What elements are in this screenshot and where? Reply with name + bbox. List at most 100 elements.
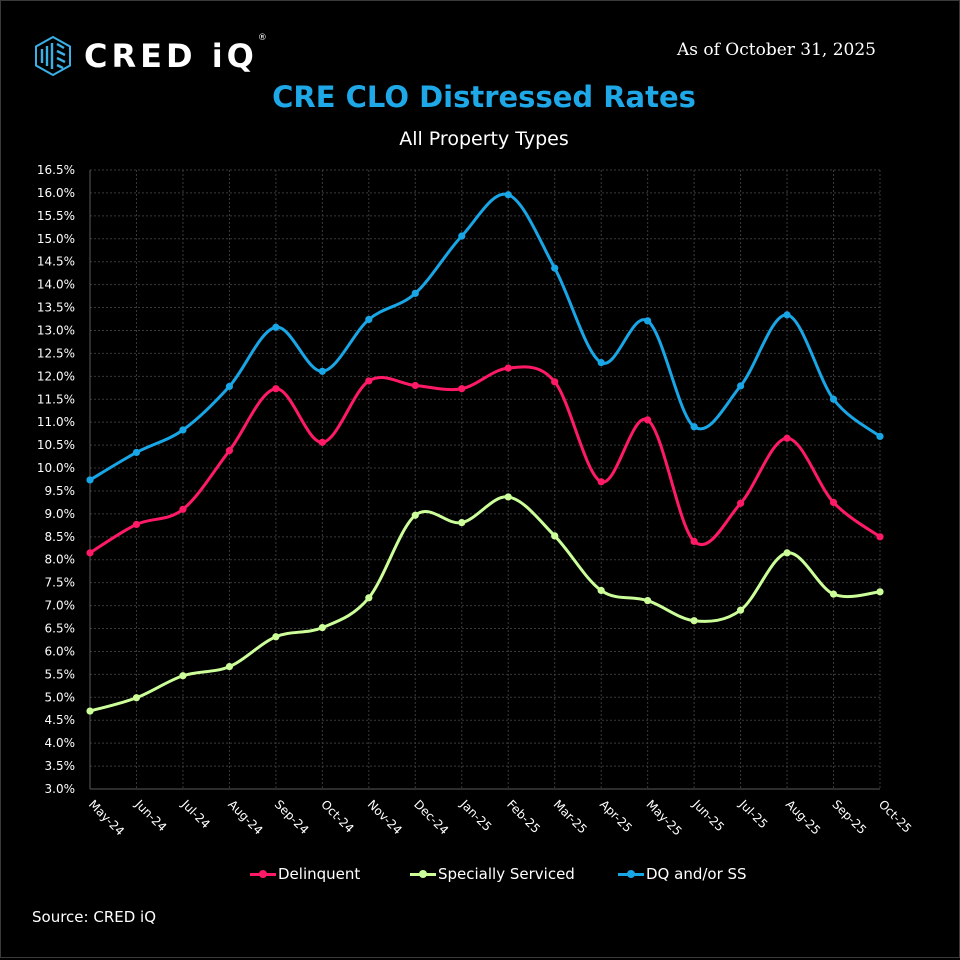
y-tick-label: 13.5% xyxy=(37,301,75,315)
y-tick-label: 5.0% xyxy=(45,690,76,704)
data-point-specially-serviced xyxy=(365,594,373,602)
data-point-delinquent xyxy=(551,378,559,386)
data-point-dq-and-or-ss xyxy=(551,264,559,272)
data-point-delinquent xyxy=(132,520,141,529)
y-tick-label: 4.0% xyxy=(45,736,76,750)
x-tick-label: Nov-24 xyxy=(365,797,405,837)
data-point-dq-and-or-ss xyxy=(458,232,466,240)
data-point-specially-serviced xyxy=(597,586,605,595)
y-tick-label: 8.0% xyxy=(45,553,76,567)
chart-legend: Delinquent Specially Serviced DQ and/or SS xyxy=(0,865,960,885)
data-point-dq-and-or-ss xyxy=(783,311,791,319)
data-point-delinquent xyxy=(783,434,791,442)
y-tick-label: 6.0% xyxy=(45,644,76,658)
series-line-dq-and-or-ss xyxy=(89,192,881,482)
source-note: Source: CRED iQ xyxy=(32,908,157,926)
line-chart: 3.0% 3.5% 4.0% 4.5% 5.0% 5.5% 6.0% 6.5% 7.0% 7.5%… xyxy=(37,163,914,838)
legend-label: DQ and/or SS xyxy=(646,865,747,883)
data-point-specially-serviced xyxy=(876,588,884,596)
data-point-dq-and-or-ss xyxy=(318,367,326,375)
data-point-delinquent xyxy=(597,478,605,486)
y-tick-label: 12.0% xyxy=(37,369,75,383)
data-point-delinquent xyxy=(318,438,326,446)
data-point-dq-and-or-ss xyxy=(411,289,419,297)
data-point-specially-serviced xyxy=(551,532,559,540)
y-tick-label: 11.0% xyxy=(37,415,75,429)
x-tick-label: Jul-25 xyxy=(736,797,771,832)
x-tick-label: May-24 xyxy=(86,797,127,838)
data-point-specially-serviced xyxy=(272,633,280,641)
x-tick-label: Mar-25 xyxy=(551,797,590,836)
data-point-delinquent xyxy=(225,447,234,455)
x-tick-label: Apr-25 xyxy=(597,797,635,835)
x-tick-label: May-25 xyxy=(644,797,685,838)
data-point-specially-serviced xyxy=(318,624,326,632)
data-point-specially-serviced xyxy=(690,617,698,625)
y-tick-label: 7.5% xyxy=(45,576,76,590)
legend-swatch xyxy=(410,869,436,878)
x-tick-label: Sep-24 xyxy=(272,797,312,837)
data-point-delinquent xyxy=(829,498,838,507)
data-point-specially-serviced xyxy=(458,519,466,527)
y-tick-label: 15.5% xyxy=(37,209,75,223)
data-point-dq-and-or-ss xyxy=(272,323,280,331)
y-tick-label: 15.0% xyxy=(37,232,75,246)
y-tick-label: 3.5% xyxy=(45,759,76,773)
x-tick-label: Dec-24 xyxy=(411,797,451,837)
legend-swatch xyxy=(250,869,276,878)
data-point-dq-and-or-ss xyxy=(597,358,605,367)
legend-item-specially-serviced: Specially Serviced xyxy=(410,865,575,883)
chart-title: CRE CLO Distressed Rates xyxy=(272,80,696,114)
data-point-delinquent xyxy=(458,385,466,393)
as-of-date: As of October 31, 2025 xyxy=(676,40,876,60)
x-tick-label: Jan-25 xyxy=(457,797,495,835)
x-tick-label: Aug-25 xyxy=(783,797,823,837)
data-point-dq-and-or-ss xyxy=(225,382,234,391)
x-tick-label: Oct-25 xyxy=(876,797,914,835)
data-point-delinquent xyxy=(272,385,280,393)
data-point-delinquent xyxy=(411,381,419,390)
data-point-dq-and-or-ss xyxy=(644,317,652,325)
y-tick-label: 16.5% xyxy=(37,163,75,177)
x-tick-label: Jun-24 xyxy=(132,797,170,835)
data-point-delinquent xyxy=(365,377,373,385)
series-line-specially-serviced xyxy=(89,495,881,713)
data-point-delinquent xyxy=(504,364,512,372)
data-point-specially-serviced xyxy=(225,662,234,671)
y-tick-label: 10.5% xyxy=(37,438,75,452)
y-tick-label: 3.0% xyxy=(45,782,76,796)
data-point-delinquent xyxy=(644,416,652,424)
data-point-specially-serviced xyxy=(86,707,94,715)
data-point-delinquent xyxy=(876,533,884,541)
y-tick-label: 10.0% xyxy=(37,461,75,475)
data-point-specially-serviced xyxy=(179,672,187,680)
legend-label: Specially Serviced xyxy=(438,865,575,883)
cred-iq-logo: CRED iQ® xyxy=(34,33,267,76)
data-point-delinquent xyxy=(86,549,94,557)
data-point-specially-serviced xyxy=(411,511,419,519)
data-point-dq-and-or-ss xyxy=(736,382,745,390)
data-point-dq-and-or-ss xyxy=(690,423,698,431)
legend-label: Delinquent xyxy=(278,865,361,883)
data-point-dq-and-or-ss xyxy=(179,426,187,434)
data-point-specially-serviced xyxy=(783,549,791,557)
data-point-dq-and-or-ss xyxy=(504,191,512,199)
y-tick-label: 6.5% xyxy=(45,622,76,636)
y-tick-label: 14.5% xyxy=(37,255,75,269)
data-point-specially-serviced xyxy=(132,694,141,702)
data-point-dq-and-or-ss xyxy=(876,432,884,440)
data-point-dq-and-or-ss xyxy=(365,315,373,324)
data-point-dq-and-or-ss xyxy=(86,476,94,484)
y-tick-label: 9.0% xyxy=(45,507,76,521)
y-tick-label: 11.5% xyxy=(37,392,75,406)
legend-item-delinquent: Delinquent xyxy=(250,865,360,883)
data-point-specially-serviced xyxy=(504,493,512,501)
data-point-delinquent xyxy=(690,537,698,546)
data-point-specially-serviced xyxy=(644,596,652,605)
chart-subtitle: All Property Types xyxy=(399,128,569,150)
x-tick-label: Jun-25 xyxy=(689,797,727,835)
y-tick-label: 9.5% xyxy=(45,484,76,498)
y-tick-label: 14.0% xyxy=(37,278,75,292)
x-tick-label: Aug-24 xyxy=(225,797,265,837)
data-point-specially-serviced xyxy=(829,590,838,598)
